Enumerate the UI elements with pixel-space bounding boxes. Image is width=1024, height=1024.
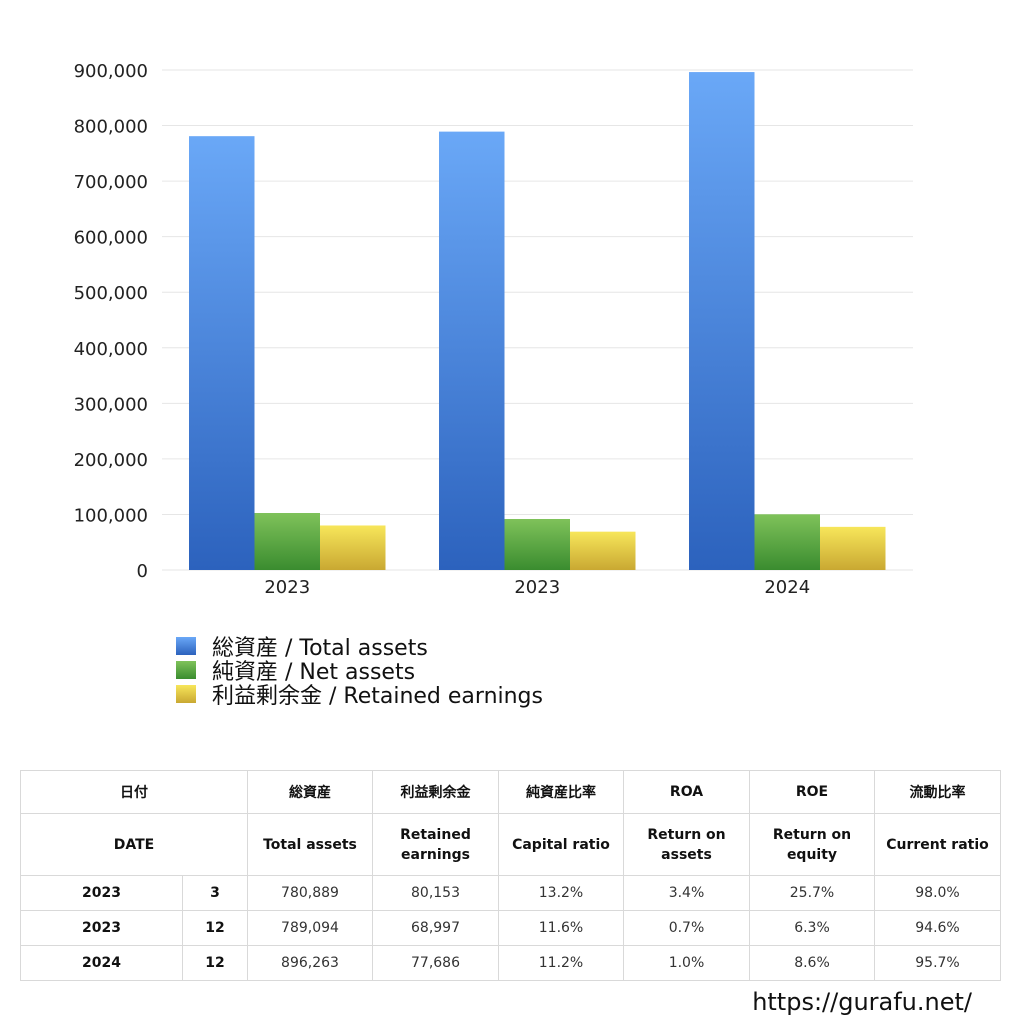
- header-roe-en: Return on equity: [749, 813, 875, 876]
- cell-roa: 3.4%: [623, 875, 750, 911]
- site-url[interactable]: https://gurafu.net/: [752, 988, 972, 1016]
- header-roa-en: Return on assets: [623, 813, 750, 876]
- cell-capital-ratio: 11.2%: [498, 945, 624, 981]
- bar-retained-earnings-1: [570, 531, 636, 570]
- legend-item-total-assets: 総資産 / Total assets: [176, 634, 543, 661]
- bar-total-assets-2: [689, 72, 755, 570]
- header-date-en: DATE: [20, 813, 248, 876]
- legend-label-total-assets: 総資産 / Total assets: [212, 636, 428, 661]
- financial-table: 日付 総資産 利益剰余金 純資産比率 ROA ROE 流動比率 DATE Tot…: [20, 770, 1001, 981]
- cell-retained: 68,997: [372, 910, 499, 946]
- row-year: 2024: [20, 945, 183, 981]
- cell-retained: 77,686: [372, 945, 499, 981]
- x-tick-label: 2024: [764, 577, 810, 598]
- bar-retained-earnings-0: [320, 525, 386, 570]
- header-capital-ratio-ja: 純資産比率: [498, 770, 624, 814]
- y-tick-label: 600,000: [74, 228, 148, 249]
- cell-roa: 1.0%: [623, 945, 750, 981]
- y-tick-label: 300,000: [74, 394, 148, 415]
- cell-retained: 80,153: [372, 875, 499, 911]
- header-current-ratio-ja: 流動比率: [874, 770, 1001, 814]
- y-tick-label: 100,000: [74, 505, 148, 526]
- header-retained-ja: 利益剰余金: [372, 770, 499, 814]
- cell-roe: 25.7%: [749, 875, 875, 911]
- row-month: 12: [182, 910, 248, 946]
- legend-swatch-total-assets: [176, 637, 196, 655]
- legend: 総資産 / Total assets 純資産 / Net assets 利益剰余…: [176, 634, 543, 709]
- x-axis-ticks: 2023 2023 2024: [264, 577, 810, 598]
- table-header-ja: 日付 総資産 利益剰余金 純資産比率 ROA ROE 流動比率: [20, 770, 1001, 814]
- grid-lines: [162, 69, 913, 571]
- y-tick-label: 0: [137, 561, 148, 582]
- y-axis-ticks: 0 100,000 200,000 300,000 400,000 500,000 600,…: [74, 61, 148, 582]
- bar-retained-earnings-2: [820, 526, 886, 570]
- x-tick-label: 2023: [264, 577, 310, 598]
- header-retained-en: Retained earnings: [372, 813, 499, 876]
- header-roe-ja: ROE: [749, 770, 875, 814]
- cell-roe: 8.6%: [749, 945, 875, 981]
- cell-total-assets: 896,263: [247, 945, 373, 981]
- header-current-ratio-en: Current ratio: [874, 813, 1001, 876]
- y-tick-label: 800,000: [74, 117, 148, 138]
- header-total-assets-en: Total assets: [247, 813, 373, 876]
- bar-net-assets-1: [504, 519, 570, 570]
- y-tick-label: 200,000: [74, 450, 148, 471]
- table-row: 2023 12 789,094 68,997 11.6% 0.7% 6.3% 9…: [20, 910, 1001, 946]
- header-total-assets-ja: 総資産: [247, 770, 373, 814]
- bars: [189, 72, 886, 570]
- x-tick-label: 2023: [514, 577, 560, 598]
- bar-chart: 0 100,000 200,000 300,000 400,000 500,000 600,…: [74, 61, 913, 598]
- cell-total-assets: 789,094: [247, 910, 373, 946]
- legend-item-retained-earnings: 利益剰余金 / Retained earnings: [176, 682, 543, 709]
- table-header-en: DATE Total assets Retained earnings Capi…: [20, 813, 1001, 876]
- bar-net-assets-2: [754, 514, 820, 570]
- legend-swatch-net-assets: [176, 661, 196, 679]
- bar-total-assets-1: [439, 131, 505, 570]
- table-row: 2023 3 780,889 80,153 13.2% 3.4% 25.7% 9…: [20, 875, 1001, 911]
- legend-swatch-retained-earnings: [176, 685, 196, 703]
- cell-capital-ratio: 13.2%: [498, 875, 624, 911]
- y-tick-label: 900,000: [74, 61, 148, 82]
- bar-net-assets-0: [254, 513, 320, 570]
- cell-total-assets: 780,889: [247, 875, 373, 911]
- header-date-ja: 日付: [20, 770, 248, 814]
- row-year: 2023: [20, 875, 183, 911]
- header-roa-ja: ROA: [623, 770, 750, 814]
- legend-label-retained-earnings: 利益剰余金 / Retained earnings: [212, 684, 543, 709]
- legend-item-net-assets: 純資産 / Net assets: [176, 658, 543, 685]
- cell-current-ratio: 98.0%: [874, 875, 1001, 911]
- legend-label-net-assets: 純資産 / Net assets: [212, 660, 416, 685]
- table-row: 2024 12 896,263 77,686 11.2% 1.0% 8.6% 9…: [20, 945, 1001, 981]
- cell-capital-ratio: 11.6%: [498, 910, 624, 946]
- header-capital-ratio-en: Capital ratio: [498, 813, 624, 876]
- cell-current-ratio: 95.7%: [874, 945, 1001, 981]
- cell-roa: 0.7%: [623, 910, 750, 946]
- row-month: 3: [182, 875, 248, 911]
- y-tick-label: 700,000: [74, 172, 148, 193]
- cell-current-ratio: 94.6%: [874, 910, 1001, 946]
- row-month: 12: [182, 945, 248, 981]
- row-year: 2023: [20, 910, 183, 946]
- cell-roe: 6.3%: [749, 910, 875, 946]
- bar-total-assets-0: [189, 136, 255, 570]
- y-tick-label: 500,000: [74, 283, 148, 304]
- y-tick-label: 400,000: [74, 339, 148, 360]
